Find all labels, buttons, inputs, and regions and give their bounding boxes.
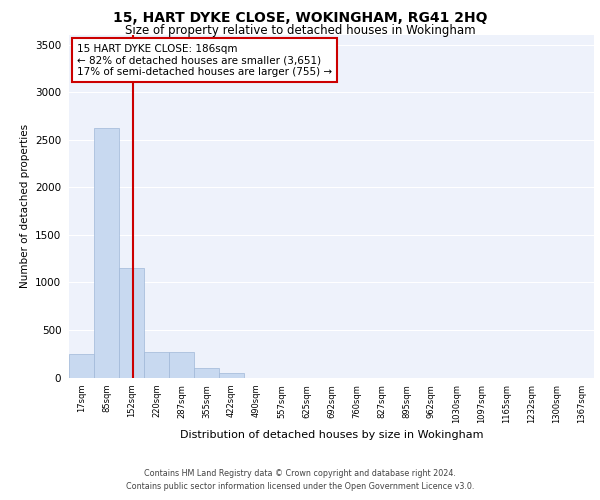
Bar bbox=[144, 352, 169, 378]
Bar bbox=[219, 373, 244, 378]
Bar bbox=[194, 368, 219, 378]
Y-axis label: Number of detached properties: Number of detached properties bbox=[20, 124, 29, 288]
Bar bbox=[119, 268, 144, 378]
Bar bbox=[69, 354, 94, 378]
Text: Size of property relative to detached houses in Wokingham: Size of property relative to detached ho… bbox=[125, 24, 475, 37]
Text: 15 HART DYKE CLOSE: 186sqm
← 82% of detached houses are smaller (3,651)
17% of s: 15 HART DYKE CLOSE: 186sqm ← 82% of deta… bbox=[77, 44, 332, 77]
Text: 15, HART DYKE CLOSE, WOKINGHAM, RG41 2HQ: 15, HART DYKE CLOSE, WOKINGHAM, RG41 2HQ bbox=[113, 11, 487, 25]
Bar bbox=[94, 128, 119, 378]
Bar bbox=[169, 352, 194, 378]
X-axis label: Distribution of detached houses by size in Wokingham: Distribution of detached houses by size … bbox=[180, 430, 483, 440]
Text: Contains HM Land Registry data © Crown copyright and database right 2024.
Contai: Contains HM Land Registry data © Crown c… bbox=[126, 470, 474, 491]
